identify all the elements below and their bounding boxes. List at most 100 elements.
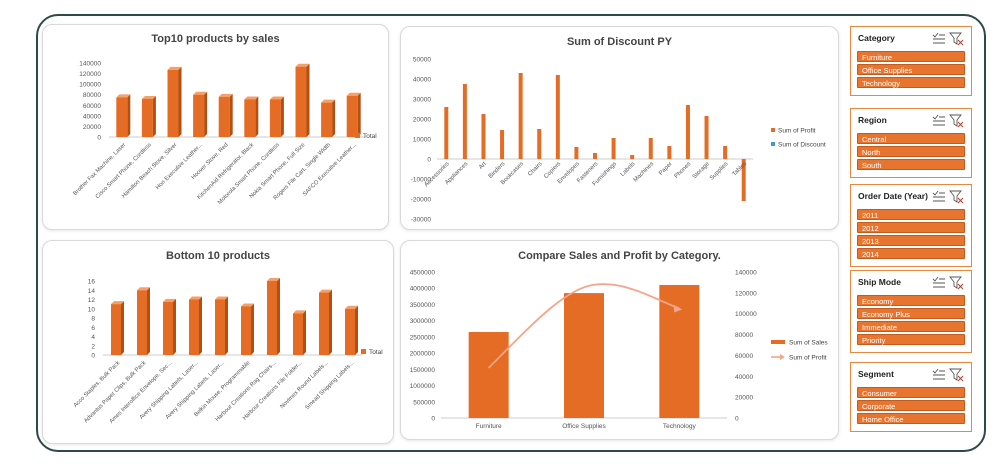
slicer-item[interactable]: Corporate [857,400,965,411]
clear-filter-icon[interactable] [949,276,964,290]
y-tick-label: 50000 [413,57,431,64]
slicer-item[interactable]: 2011 [857,209,965,220]
profit-bar [704,116,709,159]
y-tick-label: 500000 [413,399,435,406]
slicer-title: Ship Mode [858,277,901,287]
legend-swatch-discount [771,142,775,146]
slicer-item[interactable]: Economy Plus [857,308,965,319]
x-tick-label: Hon Executive Leather... [155,142,204,191]
slicer-item[interactable]: Office Supplies [857,64,965,75]
slicer-footer-space [851,172,971,177]
y-tick-label: 14 [88,288,96,295]
y-tick-label: 2500000 [410,334,436,341]
bar-side [357,92,361,137]
y-tick-label: -20000 [411,197,432,204]
slicer-item[interactable]: Priority [857,334,965,345]
slicer-region[interactable]: Region Central North South [850,108,972,178]
profit-line [488,283,680,369]
y-tick-label: 10 [88,306,96,313]
bar-top [345,305,358,309]
bar-top [141,95,156,99]
slicer-segment[interactable]: Segment Consumer Corporate Home Office [850,362,972,432]
bar-top [218,93,233,97]
bar-top [319,289,332,293]
clear-filter-icon[interactable] [949,114,964,128]
slicer-ship-mode[interactable]: Ship Mode Economy Economy Plus Immediate Pri… [850,270,972,353]
x-tick-label: Acco Staples, Bulk Pack [73,360,122,409]
slicer-item[interactable]: Furniture [857,51,965,62]
y-tick-label: 40000 [83,113,101,120]
bar [141,98,153,137]
compare-chart-title: Compare Sales and Profit by Category. [518,250,721,262]
clear-filter-icon[interactable] [949,32,964,46]
slicer-item[interactable]: Central [857,133,965,144]
legend-label-sales: Sum of Sales [789,340,828,347]
y-tick-label: 2000000 [410,351,436,358]
slicer-toolbar [932,190,964,204]
multi-select-icon[interactable] [932,32,945,44]
bar-side [225,296,228,355]
y2-tick-label: 20000 [735,395,753,402]
profit-bar [685,105,690,159]
y-tick-label: 10000 [413,137,431,144]
bar [215,299,225,355]
y-tick-label: 60000 [83,103,101,110]
slicer-order-date-year[interactable]: Order Date (Year) 2011 2012 2013 2014 [850,184,972,267]
y2-tick-label: 60000 [735,353,753,360]
slicer-toolbar [932,114,964,128]
y-tick-label: 40000 [413,77,431,84]
bar-top [167,66,182,70]
y-tick-label: 140000 [79,61,101,68]
y-tick-label: 80000 [83,92,101,99]
bar [267,281,277,355]
y2-tick-label: 140000 [735,270,757,277]
multi-select-icon[interactable] [932,190,945,202]
profit-bar [741,159,746,201]
y2-tick-label: 0 [735,416,739,423]
slicer-item[interactable]: North [857,146,965,157]
multi-select-icon[interactable] [932,276,945,288]
slicer-category[interactable]: Category Furniture Office Supplies Technolo… [850,26,972,96]
clear-filter-icon[interactable] [949,190,964,204]
slicer-item[interactable]: 2014 [857,248,965,259]
bar-top [321,99,336,103]
x-tick-label: Labels [620,161,637,178]
x-tick-label: Brother Fax Machine, Laser [72,142,127,197]
bottom10-chart-panel[interactable]: Bottom 10 products 16 14 12 10 8 6 4 2 0 Acco Sta… [42,240,394,444]
top10-chart-panel[interactable]: Top10 products by sales 140000 120000 1000… [42,24,389,230]
x-tick-label: Office Supplies [562,423,606,430]
slicer-item[interactable]: Home Office [857,413,965,424]
slicer-item[interactable]: Economy [857,295,965,306]
legend-swatch-profit-arrow [780,354,785,360]
dashboard-frame [36,14,986,452]
slicer-item[interactable]: 2012 [857,222,965,233]
x-tick-label: Furniture [476,423,502,430]
slicer-item[interactable]: Consumer [857,387,965,398]
profit-bar [444,107,449,159]
y2-tick-label: 80000 [735,332,753,339]
compare-chart-panel[interactable]: Compare Sales and Profit by Category. 45… [400,240,839,440]
bar-top [346,92,361,96]
slicer-item[interactable]: 2013 [857,235,965,246]
multi-select-icon[interactable] [932,114,945,126]
x-tick-label: Phones [674,161,693,180]
bar-top [189,296,202,300]
bar-side [229,93,233,137]
slicer-item[interactable]: Technology [857,77,965,88]
bar-top [163,298,176,302]
bar [163,301,173,355]
bar [244,99,256,137]
bar-top [293,310,306,314]
slicer-footer-space [851,347,971,352]
clear-filter-icon[interactable] [949,368,964,382]
top10-chart: 140000 120000 100000 80000 60000 40000 20000 0B… [72,61,377,206]
bar [293,313,303,355]
slicer-item[interactable]: Immediate [857,321,965,332]
bar [321,102,333,137]
y-tick-label: 16 [88,279,96,286]
slicer-item[interactable]: South [857,159,965,170]
multi-select-icon[interactable] [932,368,945,380]
discount-chart-panel[interactable]: Sum of Discount PY 50000 40000 30000 20000 1… [400,26,839,230]
y-tick-label: 0 [427,157,431,164]
